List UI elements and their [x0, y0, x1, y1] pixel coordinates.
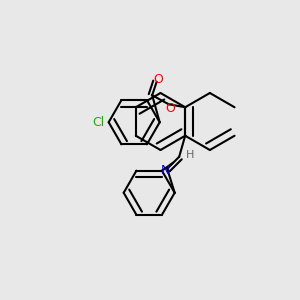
Text: Cl: Cl: [92, 116, 104, 129]
Text: O: O: [165, 102, 175, 115]
Text: N: N: [161, 164, 170, 177]
Text: H: H: [186, 150, 194, 160]
Text: O: O: [153, 73, 163, 86]
